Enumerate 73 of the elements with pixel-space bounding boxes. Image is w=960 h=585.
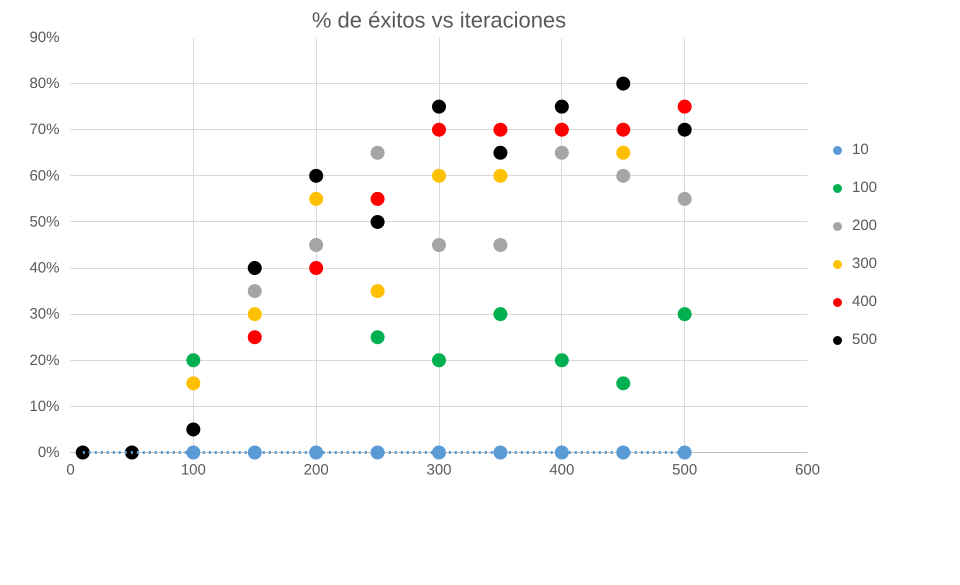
point: [678, 192, 692, 206]
point: [370, 284, 385, 298]
point: [248, 446, 262, 460]
point: [554, 122, 569, 137]
point: [493, 307, 508, 322]
point: [493, 168, 508, 183]
point: [309, 238, 324, 252]
point: [554, 353, 569, 368]
point: [370, 192, 385, 206]
point: [309, 446, 324, 460]
point: [432, 168, 446, 183]
y-tick-label: 10%: [29, 398, 60, 415]
y-tick-label: 0%: [38, 444, 60, 461]
legend-label: 100: [852, 179, 878, 196]
y-tick-label: 20%: [29, 352, 60, 369]
y-tick-label: 40%: [29, 260, 60, 277]
point: [678, 100, 692, 114]
legend-label: 300: [852, 255, 878, 272]
legend-label: 200: [852, 217, 878, 234]
point: [248, 284, 262, 298]
point: [186, 376, 200, 390]
point: [370, 146, 385, 160]
y-tick-label: 90%: [29, 29, 60, 46]
point: [186, 446, 200, 460]
point: [76, 446, 90, 460]
point: [370, 214, 385, 229]
point: [309, 168, 324, 183]
point: [370, 446, 385, 460]
point: [370, 330, 385, 344]
point: [554, 446, 569, 460]
point: [678, 307, 692, 322]
chart-title: % de éxitos vs iteraciones: [312, 8, 566, 32]
legend-label: 400: [852, 293, 878, 310]
x-tick-label: 0: [66, 462, 75, 478]
point: [616, 146, 630, 160]
point: [432, 446, 446, 460]
point: [678, 122, 692, 137]
point: [248, 261, 262, 276]
point: [432, 353, 446, 368]
legend-label: 10: [852, 141, 870, 158]
y-tick-label: 80%: [29, 75, 60, 92]
x-tick-label: 500: [672, 462, 698, 478]
point: [616, 376, 630, 390]
legend-label: 500: [852, 331, 878, 348]
point: [493, 146, 508, 160]
point: [616, 446, 630, 460]
point: [616, 76, 630, 91]
point: [554, 146, 569, 160]
y-tick-label: 60%: [29, 167, 60, 184]
point: [248, 307, 262, 322]
point: [432, 238, 446, 252]
point: [432, 100, 446, 114]
point: [432, 122, 446, 137]
x-tick-label: 200: [304, 462, 329, 478]
point: [616, 168, 630, 183]
point: [309, 192, 324, 206]
x-tick-label: 100: [180, 462, 206, 478]
point: [678, 446, 692, 460]
x-tick-label: 300: [426, 462, 452, 478]
y-tick-label: 50%: [29, 213, 60, 230]
point: [493, 238, 508, 252]
point: [248, 330, 262, 344]
point: [554, 100, 569, 114]
point: [309, 261, 324, 276]
point: [186, 353, 200, 368]
x-tick-label: 400: [549, 462, 574, 478]
y-tick-label: 70%: [29, 121, 60, 138]
point: [493, 122, 508, 137]
point: [186, 422, 200, 436]
x-tick-label: 600: [794, 462, 820, 478]
point: [616, 122, 630, 137]
point: [493, 446, 508, 460]
y-tick-label: 30%: [29, 306, 60, 323]
